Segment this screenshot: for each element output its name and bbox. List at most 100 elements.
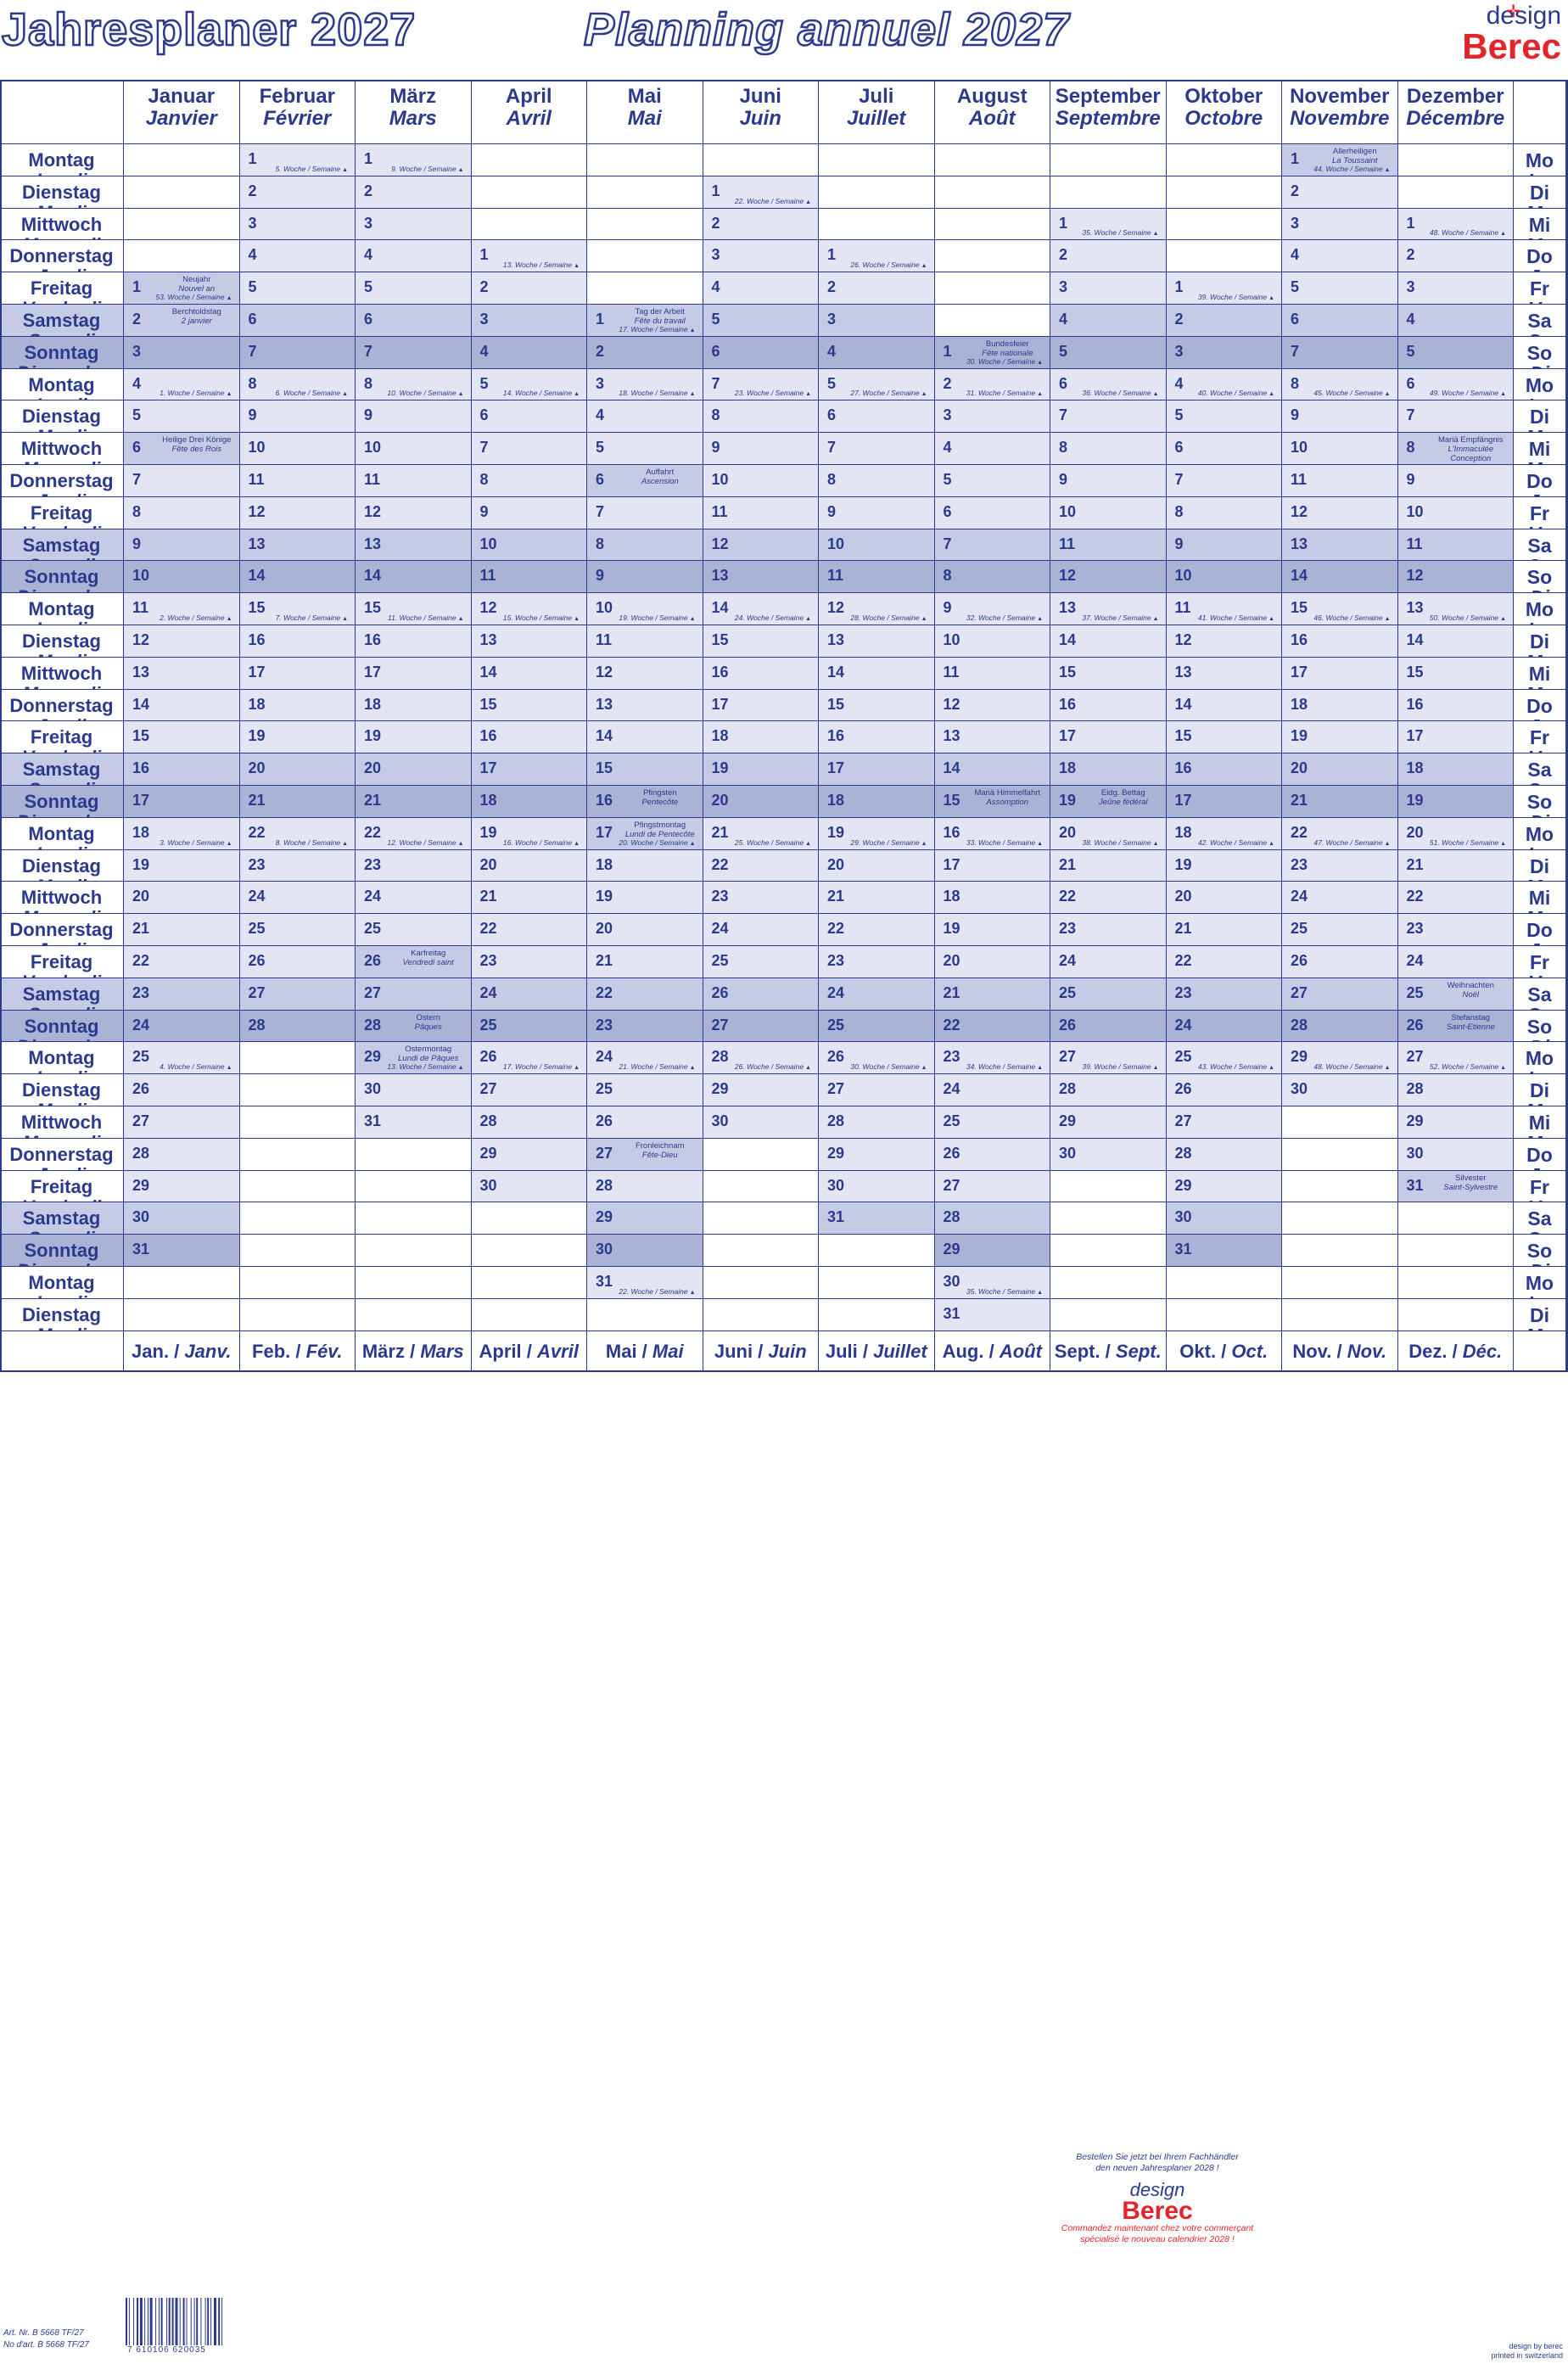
- day-cell[interactable]: 17 Pfingstmontag Lundi de Pentecôte 20. Woc…: [587, 817, 703, 850]
- day-cell[interactable]: 13 37. Woche / Semaine: [1050, 593, 1167, 625]
- day-cell[interactable]: 14: [1050, 625, 1167, 658]
- day-cell[interactable]: 30: [1050, 1138, 1167, 1171]
- day-cell[interactable]: 11 2. Woche / Semaine: [124, 593, 240, 625]
- day-cell[interactable]: 1 39. Woche / Semaine: [1166, 272, 1282, 305]
- day-cell[interactable]: 18: [239, 689, 356, 722]
- day-cell[interactable]: 25: [587, 1074, 703, 1106]
- day-cell[interactable]: 29: [471, 1138, 587, 1171]
- day-cell[interactable]: 19: [1282, 721, 1398, 754]
- day-cell[interactable]: 28: [471, 1106, 587, 1139]
- day-cell[interactable]: 4: [1397, 305, 1514, 337]
- day-cell[interactable]: 19: [587, 882, 703, 915]
- day-cell[interactable]: 22 47. Woche / Semaine: [1282, 817, 1398, 850]
- day-cell[interactable]: 22 12. Woche / Semaine: [356, 817, 472, 850]
- day-cell[interactable]: 14: [934, 753, 1050, 786]
- day-cell[interactable]: 17: [356, 657, 472, 690]
- day-cell[interactable]: 15: [471, 689, 587, 722]
- day-cell[interactable]: 12: [1397, 561, 1514, 594]
- day-cell[interactable]: 21: [819, 882, 935, 915]
- day-cell[interactable]: 4: [703, 272, 819, 305]
- day-cell[interactable]: 4 1. Woche / Semaine: [124, 368, 240, 401]
- day-cell[interactable]: 6: [1166, 433, 1282, 465]
- day-cell[interactable]: 22: [703, 849, 819, 882]
- day-cell[interactable]: 16: [124, 753, 240, 786]
- day-cell[interactable]: 31: [124, 1235, 240, 1267]
- day-cell[interactable]: 25: [471, 1010, 587, 1043]
- day-cell[interactable]: 26: [1050, 1010, 1167, 1043]
- day-cell[interactable]: 19: [934, 914, 1050, 946]
- day-cell[interactable]: 4 40. Woche / Semaine: [1166, 368, 1282, 401]
- day-cell[interactable]: 24: [819, 978, 935, 1011]
- day-cell[interactable]: 18 3. Woche / Semaine: [124, 817, 240, 850]
- day-cell[interactable]: 9: [471, 496, 587, 529]
- day-cell[interactable]: 21: [1166, 914, 1282, 946]
- day-cell[interactable]: 2 31. Woche / Semaine: [934, 368, 1050, 401]
- day-cell[interactable]: 11: [356, 465, 472, 497]
- day-cell[interactable]: 25: [934, 1106, 1050, 1139]
- day-cell[interactable]: 22: [124, 946, 240, 978]
- day-cell[interactable]: 29: [934, 1235, 1050, 1267]
- day-cell[interactable]: 22 8. Woche / Semaine: [239, 817, 356, 850]
- day-cell[interactable]: 4: [1282, 240, 1398, 273]
- day-cell[interactable]: 15: [124, 721, 240, 754]
- day-cell[interactable]: 19 Eidg. Bettag Jeûne fédéral: [1050, 786, 1167, 818]
- day-cell[interactable]: 19: [124, 849, 240, 882]
- day-cell[interactable]: 11: [587, 625, 703, 658]
- day-cell[interactable]: 3: [934, 401, 1050, 434]
- day-cell[interactable]: 27 Fronleichnam Fête-Dieu: [587, 1138, 703, 1171]
- day-cell[interactable]: 16: [1166, 753, 1282, 786]
- day-cell[interactable]: 14: [239, 561, 356, 594]
- day-cell[interactable]: 1 Tag der Arbeit Fête du travail 17. Woche …: [587, 305, 703, 337]
- day-cell[interactable]: 29: [124, 1170, 240, 1203]
- day-cell[interactable]: 16: [239, 625, 356, 658]
- day-cell[interactable]: 1 5. Woche / Semaine: [239, 144, 356, 176]
- day-cell[interactable]: 13: [819, 625, 935, 658]
- day-cell[interactable]: 28: [1282, 1010, 1398, 1043]
- day-cell[interactable]: 23: [239, 849, 356, 882]
- day-cell[interactable]: 19: [239, 721, 356, 754]
- day-cell[interactable]: 18: [356, 689, 472, 722]
- day-cell[interactable]: 25: [703, 946, 819, 978]
- day-cell[interactable]: 21: [124, 914, 240, 946]
- day-cell[interactable]: 14 24. Woche / Semaine: [703, 593, 819, 625]
- day-cell[interactable]: 6: [819, 401, 935, 434]
- day-cell[interactable]: 27: [1282, 978, 1398, 1011]
- day-cell[interactable]: 5: [239, 272, 356, 305]
- day-cell[interactable]: 20: [471, 849, 587, 882]
- day-cell[interactable]: 16: [703, 657, 819, 690]
- day-cell[interactable]: 6: [934, 496, 1050, 529]
- day-cell[interactable]: 4: [239, 240, 356, 273]
- day-cell[interactable]: 9: [124, 529, 240, 562]
- day-cell[interactable]: 1 13. Woche / Semaine: [471, 240, 587, 273]
- day-cell[interactable]: 7: [1166, 465, 1282, 497]
- day-cell[interactable]: 6: [703, 336, 819, 369]
- day-cell[interactable]: 24: [1166, 1010, 1282, 1043]
- day-cell[interactable]: 8 10. Woche / Semaine: [356, 368, 472, 401]
- day-cell[interactable]: 18: [1050, 753, 1167, 786]
- day-cell[interactable]: 10: [1166, 561, 1282, 594]
- day-cell[interactable]: 13: [356, 529, 472, 562]
- day-cell[interactable]: 2: [239, 176, 356, 209]
- day-cell[interactable]: 17: [1050, 721, 1167, 754]
- day-cell[interactable]: 16 33. Woche / Semaine: [934, 817, 1050, 850]
- day-cell[interactable]: 7: [356, 336, 472, 369]
- day-cell[interactable]: 15: [1050, 657, 1167, 690]
- day-cell[interactable]: 18: [934, 882, 1050, 915]
- day-cell[interactable]: 12: [356, 496, 472, 529]
- day-cell[interactable]: 6 49. Woche / Semaine: [1397, 368, 1514, 401]
- day-cell[interactable]: 18: [819, 786, 935, 818]
- day-cell[interactable]: 20: [703, 786, 819, 818]
- day-cell[interactable]: 2: [471, 272, 587, 305]
- day-cell[interactable]: 1 35. Woche / Semaine: [1050, 208, 1167, 241]
- day-cell[interactable]: 5: [587, 433, 703, 465]
- day-cell[interactable]: 5: [703, 305, 819, 337]
- day-cell[interactable]: 30: [703, 1106, 819, 1139]
- day-cell[interactable]: 5: [934, 465, 1050, 497]
- day-cell[interactable]: 20: [124, 882, 240, 915]
- day-cell[interactable]: 27: [124, 1106, 240, 1139]
- day-cell[interactable]: 5: [1166, 401, 1282, 434]
- day-cell[interactable]: 9: [1282, 401, 1398, 434]
- day-cell[interactable]: 7 23. Woche / Semaine: [703, 368, 819, 401]
- day-cell[interactable]: 9 32. Woche / Semaine: [934, 593, 1050, 625]
- day-cell[interactable]: 2: [587, 336, 703, 369]
